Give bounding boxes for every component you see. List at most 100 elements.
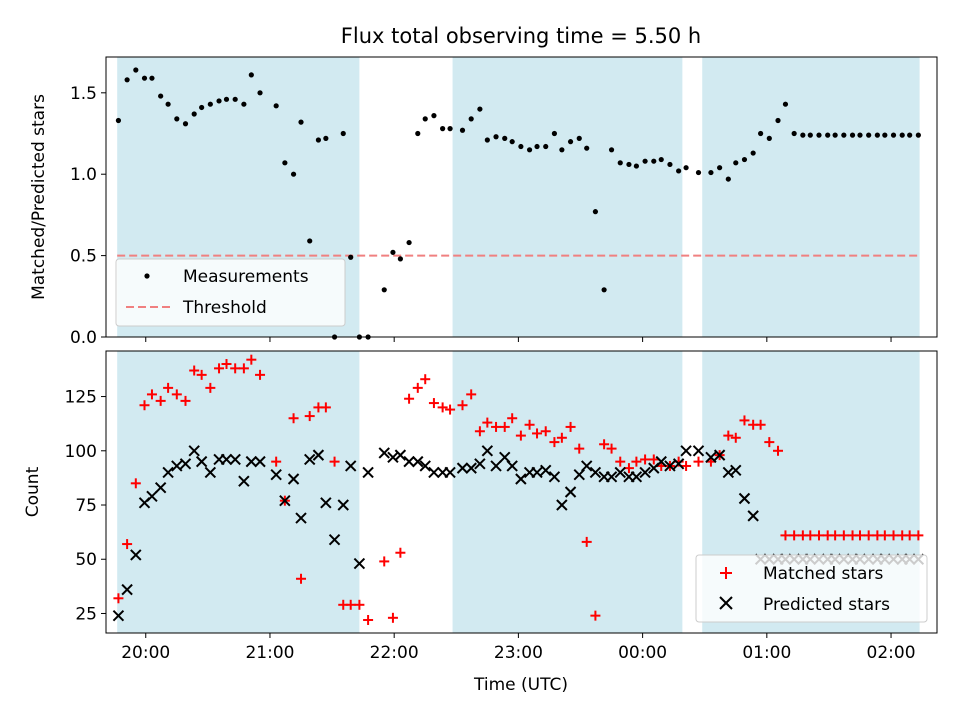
- x-b: [630, 471, 643, 483]
- predicted-star-point: [747, 510, 759, 522]
- matched-star-point: [606, 443, 617, 454]
- matched-star-point: [113, 593, 124, 604]
- predicted-star-point: [353, 557, 366, 570]
- top-x-axis-ticks: [145, 337, 892, 342]
- predicted-star-point: [394, 449, 407, 461]
- measurement-point: [907, 132, 913, 138]
- measurement-point: [323, 135, 329, 141]
- measurement-point: [667, 161, 673, 168]
- matched-star-point: [271, 456, 282, 467]
- bottom-y-axis: 25 50 75 100 125: [65, 388, 106, 624]
- measurement-point: [381, 287, 387, 293]
- x-b: [499, 451, 511, 463]
- x-b: [680, 445, 692, 457]
- measurement-point: [651, 158, 657, 164]
- matched-star-point: [565, 421, 576, 432]
- matched-star-point: [466, 389, 477, 400]
- measurement-point: [282, 160, 288, 166]
- top-panel-points: [115, 67, 921, 340]
- top-axes-frame: [105, 56, 938, 338]
- measurement-point: [849, 132, 856, 138]
- legend-marker-matched: [720, 567, 732, 579]
- predicted-star-point: [270, 468, 282, 481]
- matched-star-point: [813, 530, 824, 541]
- matched-star-point: [805, 530, 816, 541]
- x-b: [171, 460, 183, 472]
- y-tick-label: 0.5: [70, 247, 97, 267]
- bottom-legend-box: [695, 554, 928, 623]
- x-tick-label: 02:00: [867, 643, 916, 663]
- matched-star-point: [913, 530, 924, 541]
- matched-star-point: [904, 530, 915, 541]
- predicted-star-point: [419, 460, 431, 472]
- x-b: [204, 466, 217, 479]
- measurement-point: [758, 130, 764, 137]
- x-b: [245, 455, 258, 468]
- matched-star-point: [130, 478, 141, 489]
- matched-star-point: [329, 456, 340, 467]
- matched-star-point: [345, 599, 356, 610]
- matched-star-point: [888, 530, 899, 541]
- x-b: [220, 453, 233, 466]
- y-tick-label: 50: [75, 550, 97, 570]
- measurement-point: [447, 126, 453, 132]
- predicted-star-point: [220, 453, 233, 466]
- predicted-star-point: [312, 449, 325, 461]
- measurement-point: [298, 119, 304, 125]
- x-b: [456, 462, 469, 474]
- x-b: [154, 481, 167, 494]
- measurement-point: [257, 90, 263, 96]
- measurement-point: [915, 132, 921, 138]
- x-b: [344, 460, 357, 472]
- predicted-star-point: [664, 460, 676, 472]
- bottom-legend: Matched stars Predicted stars: [695, 554, 928, 623]
- predicted-star-point: [490, 460, 502, 472]
- measurement-point: [800, 132, 806, 138]
- bottom-x-axis: 20:00 21:00 22:00 23:00 00:00 01:00 02:00: [121, 633, 916, 663]
- x-tick-label: 01:00: [742, 643, 791, 663]
- matched-star-point: [863, 530, 874, 541]
- matched-star-point: [681, 460, 692, 471]
- measurement-point: [608, 147, 615, 153]
- matched-star-point: [230, 363, 241, 374]
- predicted-star-point: [465, 462, 477, 474]
- predicted-star-point: [564, 486, 577, 498]
- chart-title: Flux total observing time = 5.50 h: [341, 24, 701, 48]
- x-b: [238, 475, 250, 487]
- x-b: [655, 455, 667, 468]
- measurement-point: [502, 135, 508, 141]
- measurement-point: [766, 135, 772, 141]
- matched-star-point: [146, 389, 157, 400]
- measurement-point: [390, 249, 396, 255]
- predicted-star-point: [639, 466, 651, 479]
- matched-star-point: [288, 413, 299, 424]
- matched-star-point: [615, 456, 626, 467]
- measurement-point: [626, 161, 632, 168]
- x-b: [112, 609, 125, 622]
- x-b: [337, 499, 349, 511]
- predicted-star-point: [515, 473, 527, 485]
- x-b: [672, 458, 685, 470]
- matched-star-point: [246, 354, 257, 365]
- bottom-y-axis-label: Count: [23, 466, 43, 517]
- top-panel: 0.0 0.5 1.0 1.5 Matched/Predicted stars Mea…: [29, 56, 938, 348]
- x-b: [279, 494, 291, 507]
- measurement-point: [633, 163, 639, 169]
- predicted-star-point: [531, 466, 543, 479]
- matched-star-point: [540, 426, 551, 437]
- matched-star-point: [723, 430, 734, 441]
- measurement-point: [207, 101, 213, 107]
- measurement-point: [422, 116, 428, 122]
- x-b: [304, 453, 316, 466]
- x-b: [639, 466, 651, 479]
- measurement-point: [874, 132, 880, 138]
- predicted-star-point: [121, 583, 133, 596]
- measurement-point: [415, 130, 421, 137]
- measurement-point: [832, 132, 838, 138]
- x-b: [515, 473, 527, 485]
- x-b: [270, 468, 282, 481]
- measurement-point: [290, 171, 297, 177]
- matched-star-point: [739, 415, 750, 426]
- predicted-star-point: [655, 455, 667, 468]
- x-b: [412, 455, 424, 468]
